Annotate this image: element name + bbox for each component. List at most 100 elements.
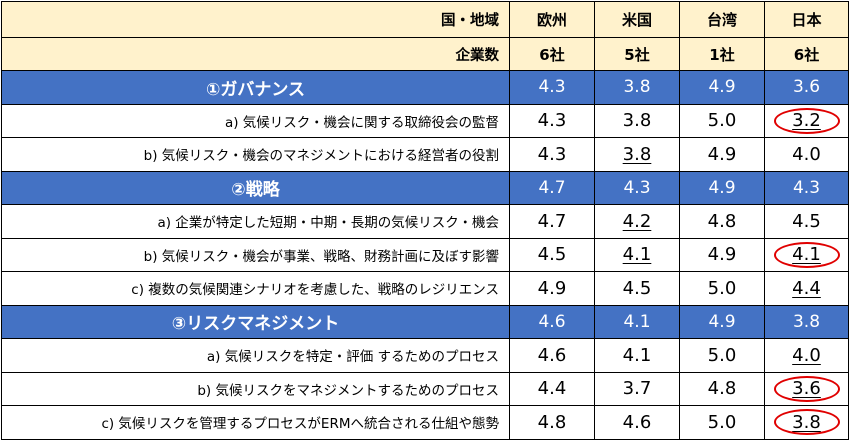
score-cell: 4.8 bbox=[679, 371, 765, 406]
table-row: a) 気候リスクを特定・評価 するためのプロセス 4.6 4.1 5.0 4.0 bbox=[1, 338, 849, 373]
score-cell: 4.5 bbox=[594, 271, 680, 306]
score-cell: 4.5 bbox=[764, 204, 849, 239]
score-value: 4.9 bbox=[707, 244, 737, 266]
score-value: 4.6 bbox=[537, 344, 567, 366]
score-cell: 5.0 bbox=[679, 271, 765, 306]
score-cell: 4.3 bbox=[509, 137, 595, 172]
score-cell: 4.3 bbox=[594, 170, 680, 205]
score-cell: 4.2 bbox=[594, 204, 680, 239]
score-value: 4.9 bbox=[708, 77, 736, 98]
score-cell: 4.3 bbox=[764, 170, 849, 205]
section-row: ②戦略 4.7 4.3 4.9 4.3 bbox=[1, 170, 849, 205]
score-cell: 4.1 bbox=[594, 304, 680, 339]
section-row: ③リスクマネジメント 4.6 4.1 4.9 3.8 bbox=[1, 304, 849, 339]
score-value: 4.9 bbox=[707, 143, 737, 165]
score-value: 3.8 bbox=[622, 143, 652, 165]
item-label: a) 気候リスクを特定・評価 するためのプロセス bbox=[1, 338, 510, 373]
score-value: 4.0 bbox=[792, 143, 821, 165]
score-cell: 4.8 bbox=[509, 405, 595, 440]
region-taiwan: 台湾 bbox=[679, 1, 765, 38]
region-us: 米国 bbox=[594, 1, 680, 38]
score-value: 3.7 bbox=[622, 378, 652, 400]
score-value: 4.5 bbox=[622, 277, 652, 299]
score-value: 4.3 bbox=[792, 177, 821, 198]
score-value: 5.0 bbox=[707, 277, 737, 299]
section-row: ①ガバナンス 4.3 3.8 4.9 3.6 bbox=[1, 70, 849, 105]
score-value: 4.3 bbox=[623, 177, 651, 198]
section-title: ②戦略 bbox=[1, 170, 510, 205]
table-row: b) 気候リスク・機会のマネジメントにおける経営者の役割 4.3 3.8 4.9 4.0 bbox=[1, 137, 849, 172]
score-value: 4.6 bbox=[538, 311, 566, 332]
score-value: 4.8 bbox=[707, 378, 737, 400]
score-cell: 4.6 bbox=[509, 338, 595, 373]
section-title: ①ガバナンス bbox=[1, 70, 510, 105]
table-row: b) 気候リスクをマネジメントするためのプロセス 4.4 3.7 4.8 3.6 bbox=[1, 371, 849, 406]
score-value: 3.6 bbox=[792, 77, 821, 98]
header-row-counts: 企業数 6社 5社 1社 6社 bbox=[1, 37, 849, 71]
score-value: 4.3 bbox=[537, 110, 567, 132]
score-value: 4.1 bbox=[622, 344, 652, 366]
count-header-label: 企業数 bbox=[1, 37, 510, 71]
region-japan: 日本 bbox=[764, 1, 849, 38]
score-cell: 4.0 bbox=[764, 137, 849, 172]
score-cell: 4.1 bbox=[764, 237, 849, 272]
score-cell: 4.5 bbox=[509, 237, 595, 272]
highlight-circle bbox=[773, 375, 840, 402]
score-value: 4.3 bbox=[538, 77, 566, 98]
score-cell: 4.6 bbox=[509, 304, 595, 339]
score-cell: 3.6 bbox=[764, 371, 849, 406]
score-cell: 3.8 bbox=[764, 405, 849, 440]
score-value: 4.2 bbox=[622, 210, 652, 232]
score-value: 5.0 bbox=[707, 344, 737, 366]
item-label: a) 企業が特定した短期・中期・長期の気候リスク・機会 bbox=[1, 204, 510, 239]
score-value: 4.7 bbox=[537, 210, 567, 232]
score-cell: 4.7 bbox=[509, 204, 595, 239]
highlight-circle bbox=[773, 241, 840, 268]
score-cell: 4.4 bbox=[509, 371, 595, 406]
region-header-label: 国・地域 bbox=[1, 1, 510, 38]
score-value: 4.4 bbox=[792, 277, 821, 299]
item-label: c) 気候リスクを管理するプロセスがERMへ統合される仕組や態勢 bbox=[1, 405, 510, 440]
score-value: 3.8 bbox=[622, 110, 652, 132]
score-cell: 4.1 bbox=[594, 237, 680, 272]
score-cell: 5.0 bbox=[679, 103, 765, 138]
score-cell: 3.6 bbox=[764, 70, 849, 105]
score-value: 4.1 bbox=[623, 311, 651, 332]
score-cell: 4.3 bbox=[509, 70, 595, 105]
score-value: 5.0 bbox=[707, 110, 737, 132]
score-value: 4.9 bbox=[537, 277, 567, 299]
table-row: a) 気候リスク・機会に関する取締役会の監督 4.3 3.8 5.0 3.2 bbox=[1, 103, 849, 138]
region-europe: 欧州 bbox=[509, 1, 595, 38]
score-value: 4.5 bbox=[537, 244, 567, 266]
score-cell: 3.7 bbox=[594, 371, 680, 406]
score-cell: 4.3 bbox=[509, 103, 595, 138]
header-row-regions: 国・地域 欧州 米国 台湾 日本 bbox=[1, 1, 849, 38]
score-value: 4.7 bbox=[538, 177, 566, 198]
score-cell: 3.2 bbox=[764, 103, 849, 138]
highlight-circle bbox=[773, 409, 840, 436]
item-label: a) 気候リスク・機会に関する取締役会の監督 bbox=[1, 103, 510, 138]
score-value: 3.8 bbox=[623, 77, 651, 98]
score-cell: 4.8 bbox=[679, 204, 765, 239]
item-label: b) 気候リスク・機会が事業、戦略、財務計画に及ぼす影響 bbox=[1, 237, 510, 272]
score-cell: 4.0 bbox=[764, 338, 849, 373]
score-value: 4.1 bbox=[622, 244, 652, 266]
count-taiwan: 1社 bbox=[679, 37, 765, 71]
item-label: b) 気候リスクをマネジメントするためのプロセス bbox=[1, 371, 510, 406]
score-cell: 4.9 bbox=[679, 304, 765, 339]
score-cell: 4.9 bbox=[679, 237, 765, 272]
table-row: c) 気候リスクを管理するプロセスがERMへ統合される仕組や態勢 4.8 4.6 5.… bbox=[1, 405, 849, 440]
score-value: 3.8 bbox=[792, 311, 821, 332]
score-cell: 3.8 bbox=[594, 70, 680, 105]
score-cell: 4.4 bbox=[764, 271, 849, 306]
score-value: 4.4 bbox=[537, 378, 567, 400]
score-value: 4.5 bbox=[792, 210, 821, 232]
score-cell: 3.8 bbox=[594, 137, 680, 172]
item-label: b) 気候リスク・機会のマネジメントにおける経営者の役割 bbox=[1, 137, 510, 172]
score-cell: 4.9 bbox=[679, 70, 765, 105]
score-value: 4.8 bbox=[537, 411, 567, 433]
score-cell: 5.0 bbox=[679, 338, 765, 373]
section-title: ③リスクマネジメント bbox=[1, 304, 510, 339]
item-label: c) 複数の気候関連シナリオを考慮した、戦略のレジリエンス bbox=[1, 271, 510, 306]
